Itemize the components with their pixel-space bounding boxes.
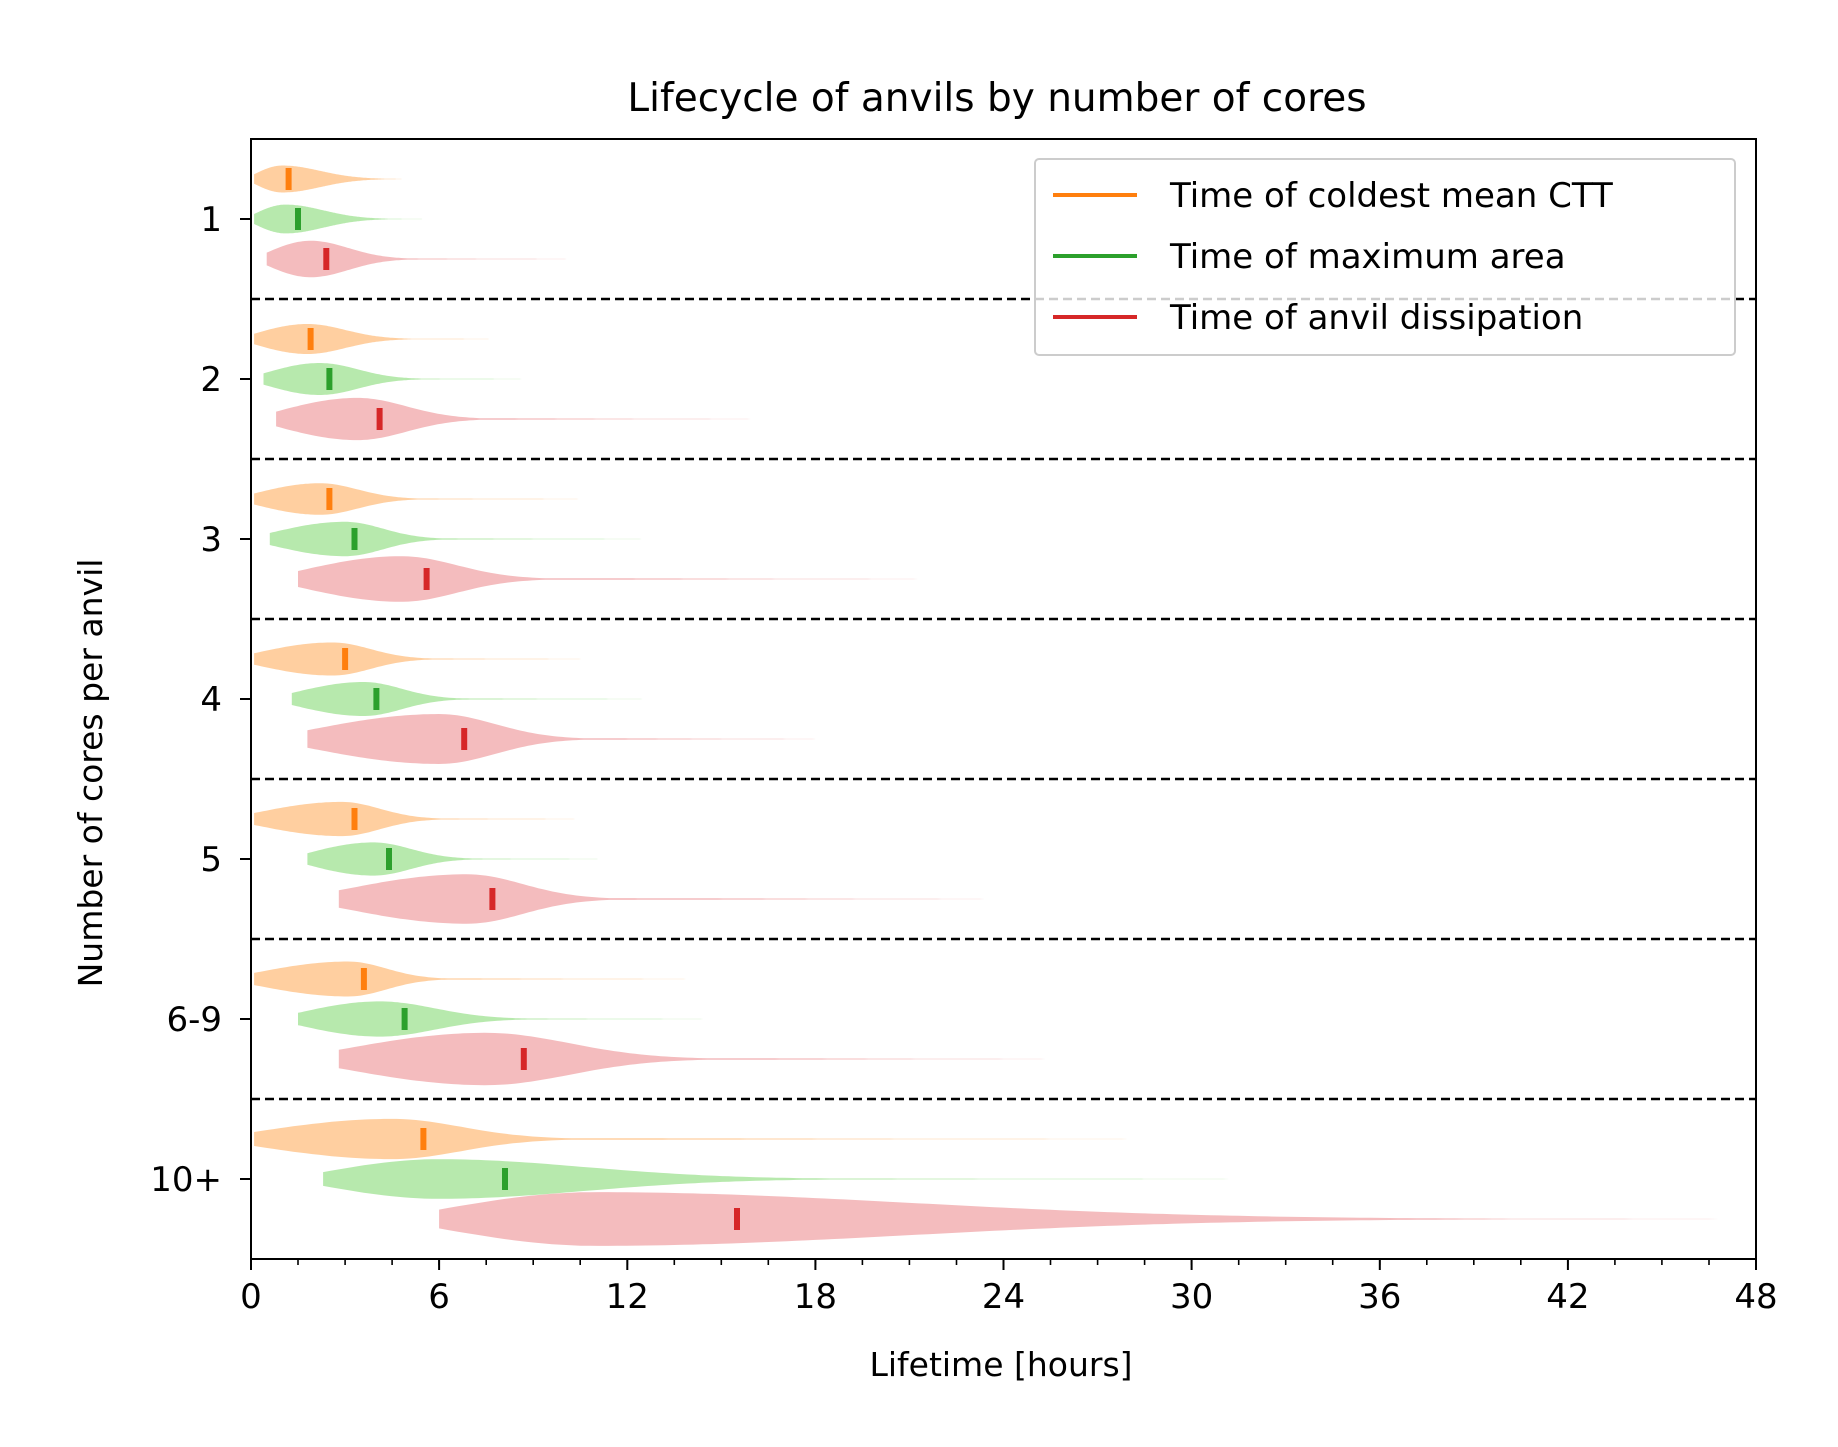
y-tick-label: 4: [200, 680, 222, 720]
y-tick-label: 3: [200, 520, 222, 560]
x-tick-label: 36: [1358, 1277, 1401, 1317]
y-tick-label: 5: [200, 840, 222, 880]
violin-6-9-series-2: [338, 1032, 1067, 1086]
violin-10+-series-0: [254, 1118, 1161, 1160]
violin-4-series-1: [291, 682, 659, 716]
x-tick-label: 18: [794, 1277, 837, 1317]
violin-10+-series-1: [323, 1159, 1271, 1199]
violin-3-series-2: [298, 556, 941, 602]
legend-label: Time of anvil dissipation: [1169, 298, 1583, 338]
violin-2-series-0: [254, 324, 502, 354]
violin-5-series-0: [254, 801, 590, 837]
x-tick-label: 30: [1170, 1277, 1213, 1317]
y-tick-label: 1: [200, 200, 222, 240]
legend-box: [1034, 158, 1736, 356]
violin-1-series-2: [266, 240, 581, 278]
violin-5-series-1: [307, 842, 612, 876]
legend-label: Time of maximum area: [1169, 237, 1566, 277]
y-tick-label: 10+: [150, 1160, 222, 1200]
violin-3-series-0: [254, 483, 596, 515]
violin-3-series-1: [269, 521, 659, 557]
violin-4-series-0: [254, 642, 596, 676]
y-tick-label: 2: [200, 360, 222, 400]
legend-label: Time of coldest mean CTT: [1169, 176, 1613, 216]
x-tick-label: 24: [982, 1277, 1025, 1317]
x-tick-label: 6: [428, 1277, 450, 1317]
violin-2-series-2: [276, 397, 769, 441]
x-tick-label: 42: [1546, 1277, 1589, 1317]
x-tick-label: 48: [1734, 1277, 1777, 1317]
legend: Time of coldest mean CTT Time of maximum …: [1034, 158, 1736, 356]
y-tick-label: 6-9: [166, 1000, 222, 1040]
y-axis-label: Number of cores per anvil: [71, 559, 110, 988]
violin-4-series-2: [307, 714, 832, 764]
violin-10+-series-2: [439, 1192, 1757, 1246]
chart-title: Lifecycle of anvils by number of cores: [627, 76, 1366, 121]
violin-6-9-series-0: [254, 961, 706, 997]
x-axis-label: Lifetime [hours]: [869, 1345, 1132, 1384]
x-tick-label: 12: [606, 1277, 649, 1317]
violin-5-series-2: [338, 874, 1004, 924]
x-tick-label: 0: [240, 1277, 262, 1317]
